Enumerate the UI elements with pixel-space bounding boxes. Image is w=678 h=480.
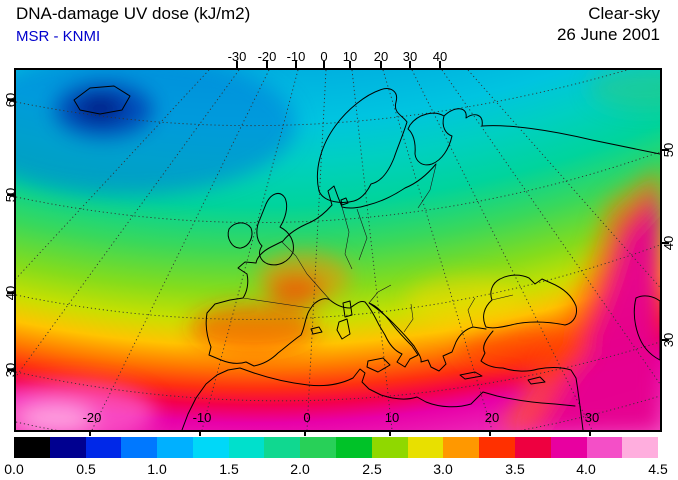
colorbar-label: 2.5 — [362, 461, 382, 477]
top-axis-label: -30 — [227, 49, 247, 64]
coast-sardinia — [336, 318, 351, 340]
date-label: 26 June 2001 — [556, 25, 660, 44]
bottom-tick — [89, 430, 91, 436]
colorbar-segment — [228, 437, 265, 458]
coast-sicily — [366, 357, 391, 373]
top-tick — [349, 61, 351, 68]
colorbar-label: 3.0 — [433, 461, 453, 477]
bottom-tick — [199, 430, 201, 436]
top-tick — [380, 61, 382, 68]
source-label: MSR - KNMI — [16, 28, 101, 45]
colorbar-segment — [85, 437, 122, 458]
colorbar-label: 1.0 — [147, 461, 167, 477]
coast-cyprus — [527, 376, 546, 385]
left-tick — [7, 99, 14, 101]
coast-iceland — [73, 85, 131, 115]
bottom-tick — [489, 430, 491, 436]
bottom-axis-label: 0 — [303, 410, 310, 425]
left-tick — [7, 292, 14, 294]
colorbar-segment — [14, 437, 50, 458]
left-tick — [7, 194, 14, 196]
colorbar — [14, 437, 659, 458]
coast-ireland — [227, 222, 253, 249]
colorbar-segment — [371, 437, 408, 458]
colorbar-segment — [157, 437, 193, 458]
left-tick — [7, 369, 14, 371]
colorbar-segment — [479, 437, 515, 458]
graticule-grid — [16, 70, 660, 430]
colorbar-label: 4.5 — [648, 461, 668, 477]
uv-field-svg: -20 -10 0 10 20 30 — [16, 70, 660, 430]
colorbar-segment — [586, 437, 623, 458]
colorbar-segment — [300, 437, 337, 458]
colorbar-segment — [49, 437, 86, 458]
top-axis-label: 10 — [342, 49, 358, 64]
top-axis-label: 20 — [373, 49, 389, 64]
bottom-tick — [304, 430, 306, 436]
top-axis-label: -10 — [286, 49, 306, 64]
top-axis-label: 0 — [320, 49, 328, 64]
colorbar-segment — [192, 437, 229, 458]
colorbar-segment — [121, 437, 158, 458]
coast-scandinavia — [316, 88, 408, 203]
coast-caspian — [633, 295, 660, 361]
coast-mainland-europe — [205, 163, 487, 372]
coast-black-sea — [483, 274, 577, 329]
right-tick — [662, 149, 669, 151]
colorbar-segment — [264, 437, 301, 458]
bottom-axis-label: -10 — [193, 410, 212, 425]
bottom-tick — [589, 430, 591, 436]
top-tick — [295, 61, 297, 68]
coast-turkey-levant — [480, 330, 584, 430]
right-tick — [662, 339, 669, 341]
colorbar-segment — [407, 437, 444, 458]
colorbar-segment — [622, 437, 659, 458]
colorbar-segment — [336, 437, 372, 458]
colorbar-label: 0.0 — [4, 461, 24, 477]
coast-finland — [407, 112, 453, 166]
right-tick — [662, 242, 669, 244]
uv-anomaly-blobs — [16, 70, 660, 430]
page-title: DNA-damage UV dose (kJ/m2) — [16, 4, 251, 23]
top-tick — [266, 61, 268, 68]
coast-north-africa — [181, 367, 576, 430]
colorbar-label: 4.0 — [576, 461, 596, 477]
top-tick — [323, 61, 325, 68]
coastlines — [73, 85, 660, 430]
bottom-axis-label: 20 — [485, 410, 499, 425]
coast-crete — [459, 371, 483, 380]
top-tick — [236, 61, 238, 68]
top-tick — [409, 61, 411, 68]
map-plot: -20 -10 0 10 20 30 — [14, 68, 662, 432]
coast-great-britain — [256, 192, 294, 266]
colorbar-segment — [443, 437, 480, 458]
condition-label: Clear-sky — [588, 4, 660, 23]
top-tick — [439, 61, 441, 68]
coast-balearics — [310, 326, 323, 335]
country-borders — [242, 164, 514, 333]
top-axis-label: -20 — [257, 49, 277, 64]
colorbar-label: 0.5 — [76, 461, 96, 477]
bottom-axis-label: -20 — [83, 410, 102, 425]
colorbar-segment — [550, 437, 587, 458]
bottom-axis-label: 30 — [585, 410, 599, 425]
coast-denmark-isles — [340, 197, 349, 206]
colorbar-label: 3.5 — [505, 461, 525, 477]
bottom-axis-label: 10 — [385, 410, 399, 425]
bottom-tick — [389, 430, 391, 436]
colorbar-label: 1.5 — [219, 461, 239, 477]
colorbar-label: 2.0 — [290, 461, 310, 477]
coast-north-russia — [443, 108, 660, 155]
top-axis-label: 40 — [432, 49, 448, 64]
top-axis-label: 30 — [402, 49, 418, 64]
colorbar-segment — [514, 437, 551, 458]
coast-corsica — [342, 300, 353, 318]
